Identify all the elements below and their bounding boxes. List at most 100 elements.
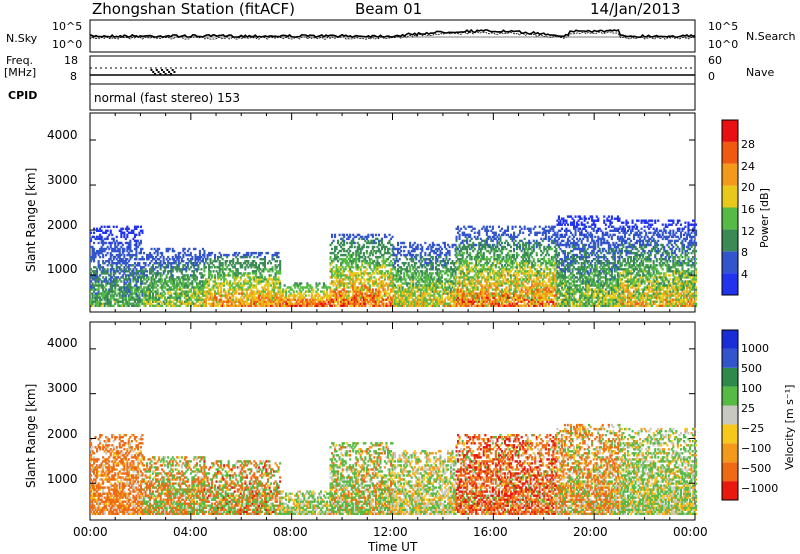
power-cell bbox=[413, 270, 416, 273]
power-cell bbox=[115, 264, 118, 267]
power-cell bbox=[390, 276, 393, 279]
power-cell bbox=[194, 288, 197, 291]
power-cell bbox=[185, 294, 188, 297]
power-cell bbox=[245, 274, 248, 277]
power-cell bbox=[94, 255, 97, 259]
power-cell bbox=[466, 286, 469, 289]
power-cell bbox=[96, 300, 99, 303]
power-cell bbox=[440, 260, 443, 263]
power-cell bbox=[139, 247, 142, 251]
power-cell bbox=[458, 245, 461, 249]
power-cell bbox=[226, 253, 229, 257]
power-cell bbox=[136, 290, 139, 293]
power-cell bbox=[403, 245, 406, 249]
power-cell bbox=[428, 262, 431, 265]
power-cell bbox=[90, 298, 93, 301]
power-cell bbox=[494, 231, 497, 234]
power-cell bbox=[109, 278, 112, 281]
power-cell bbox=[490, 239, 493, 243]
power-cell bbox=[338, 258, 341, 261]
power-cell bbox=[276, 304, 279, 307]
power-cell bbox=[352, 266, 355, 269]
power-cell bbox=[380, 276, 383, 279]
power-cell bbox=[476, 302, 479, 305]
power-cell bbox=[422, 294, 425, 297]
power-cell bbox=[485, 258, 488, 261]
power-cell bbox=[241, 294, 244, 297]
power-cell bbox=[364, 286, 367, 289]
power-cell bbox=[388, 264, 391, 267]
power-cell bbox=[392, 282, 395, 285]
power-cell bbox=[239, 276, 242, 279]
power-cell bbox=[473, 298, 476, 301]
power-cell bbox=[392, 302, 395, 305]
power-cell bbox=[230, 300, 233, 303]
power-cell bbox=[303, 292, 306, 295]
power-cell bbox=[102, 239, 105, 243]
power-cell bbox=[458, 249, 461, 253]
power-cell bbox=[182, 247, 185, 251]
power-cell bbox=[494, 249, 497, 253]
power-cell bbox=[112, 249, 115, 253]
power-cell bbox=[436, 298, 439, 301]
power-cell bbox=[170, 294, 173, 297]
power-cell bbox=[481, 227, 484, 230]
power-cell bbox=[135, 268, 138, 271]
power-cell bbox=[331, 268, 334, 271]
power-cell bbox=[227, 298, 230, 301]
power-cell bbox=[102, 255, 105, 259]
power-cell bbox=[214, 294, 217, 297]
power-cell bbox=[245, 290, 248, 293]
power-cell bbox=[141, 290, 144, 293]
power-cell bbox=[221, 294, 224, 297]
power-cell bbox=[433, 284, 436, 287]
power-cell bbox=[183, 278, 186, 281]
power-cell bbox=[322, 292, 325, 295]
power-cell bbox=[341, 288, 344, 291]
power-cell bbox=[499, 260, 502, 263]
power-cell bbox=[460, 260, 463, 263]
power-cell bbox=[247, 286, 250, 289]
power-cell bbox=[331, 262, 334, 265]
power-cell bbox=[97, 284, 100, 287]
power-cell bbox=[138, 302, 141, 305]
power-cell bbox=[368, 296, 371, 299]
power-cell bbox=[455, 304, 458, 307]
power-cell bbox=[146, 290, 149, 293]
power-cell bbox=[401, 298, 404, 301]
power-cell bbox=[493, 251, 496, 255]
power-cell bbox=[221, 258, 224, 261]
power-cell bbox=[349, 268, 352, 271]
power-cell bbox=[365, 241, 368, 245]
power-cell bbox=[413, 241, 416, 245]
power-cell bbox=[451, 245, 454, 249]
power-cell bbox=[253, 292, 256, 295]
power-cell bbox=[331, 304, 334, 307]
power-cell bbox=[400, 245, 403, 249]
power-cell bbox=[186, 253, 189, 257]
power-cell bbox=[431, 241, 434, 245]
power-cell bbox=[244, 253, 247, 257]
power-cell bbox=[91, 245, 94, 249]
power-cell bbox=[165, 304, 168, 307]
power-cell bbox=[253, 298, 256, 301]
power-cell bbox=[162, 270, 165, 273]
power-cell bbox=[484, 239, 487, 243]
power-cell bbox=[209, 251, 212, 255]
power-cell bbox=[404, 253, 407, 257]
power-cell bbox=[263, 294, 266, 297]
power-cell bbox=[111, 249, 114, 253]
power-cell bbox=[94, 302, 97, 305]
power-cell bbox=[485, 276, 488, 279]
power-cell bbox=[271, 258, 274, 261]
power-cell bbox=[388, 241, 391, 245]
power-cell bbox=[466, 294, 469, 297]
power-cell bbox=[425, 268, 428, 271]
power-cell bbox=[251, 270, 254, 273]
power-cell bbox=[124, 270, 127, 273]
power-cell bbox=[455, 227, 458, 230]
power-cell bbox=[123, 235, 126, 239]
power-cell bbox=[464, 245, 467, 249]
power-cell bbox=[238, 292, 241, 295]
power-cell bbox=[349, 253, 352, 257]
